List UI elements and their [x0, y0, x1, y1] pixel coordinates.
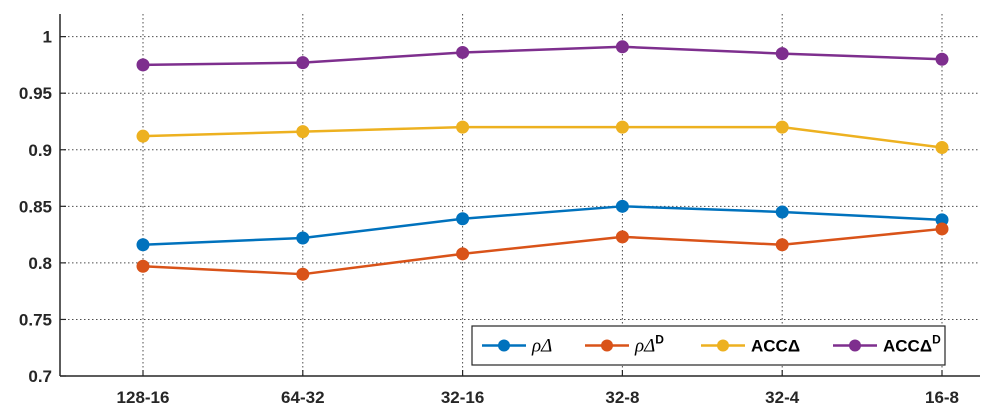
series-2 — [136, 222, 949, 281]
y-axis-ticks: 0.7 0.75 0.8 0.85 0.9 0.95 1 — [19, 28, 66, 386]
x-tick-label: 128-16 — [117, 388, 170, 407]
x-tick-label: 64-32 — [281, 388, 324, 407]
data-point — [775, 238, 789, 252]
grid-lines — [60, 14, 980, 376]
y-tick-label: 0.75 — [19, 310, 52, 329]
data-point — [296, 231, 310, 245]
data-point — [935, 140, 949, 154]
legend-label: ACCΔ — [751, 337, 800, 356]
series-4 — [136, 40, 949, 72]
legend-entry: ρΔD — [585, 333, 664, 357]
series-line — [142, 205, 943, 247]
data-point — [296, 56, 310, 70]
x-tick-label: 16-8 — [925, 388, 959, 407]
data-point — [456, 45, 470, 59]
legend: ρΔ ρΔD ACCΔ ACCΔD — [471, 325, 946, 366]
legend-marker — [601, 339, 613, 352]
data-point — [615, 199, 629, 213]
legend-entry: ρΔ — [482, 336, 552, 357]
legend-label: ρΔD — [634, 333, 664, 357]
y-tick-label: 1 — [43, 28, 52, 47]
legend-label: ACCΔD — [883, 333, 941, 356]
axes — [59, 14, 980, 377]
x-tick-label: 32-8 — [605, 388, 639, 407]
data-point — [935, 52, 949, 66]
data-point — [136, 129, 150, 143]
y-tick-label: 0.85 — [19, 197, 52, 216]
data-point — [456, 247, 470, 261]
y-tick-label: 0.95 — [19, 84, 52, 103]
data-point — [456, 212, 470, 226]
data-point — [615, 230, 629, 244]
x-tick-label: 32-16 — [441, 388, 484, 407]
x-axis-ticks: 128-16 64-32 32-16 32-8 32-4 16-8 — [117, 370, 959, 407]
data-point — [615, 40, 629, 54]
data-point — [296, 267, 310, 281]
series-1 — [136, 199, 949, 252]
data-point — [615, 120, 629, 134]
x-tick-label: 32-4 — [765, 388, 800, 407]
data-point — [935, 222, 949, 236]
data-point — [775, 205, 789, 219]
data-point — [136, 238, 150, 252]
data-point — [775, 47, 789, 61]
series-3 — [136, 120, 949, 154]
series-line — [142, 45, 943, 67]
legend-entry: ACCΔ — [701, 337, 800, 356]
data-point — [775, 120, 789, 134]
series-line — [142, 227, 943, 276]
data-point — [136, 58, 150, 72]
data-point — [456, 120, 470, 134]
data-point — [136, 259, 150, 273]
series-line — [142, 125, 943, 149]
legend-marker — [717, 339, 729, 352]
series-group — [136, 40, 949, 281]
y-tick-label: 0.7 — [28, 367, 52, 386]
legend-entry: ACCΔD — [833, 333, 941, 356]
legend-marker — [849, 339, 861, 352]
data-point — [296, 125, 310, 139]
legend-label: ρΔ — [531, 336, 552, 357]
y-tick-label: 0.9 — [28, 141, 52, 160]
y-tick-label: 0.8 — [28, 254, 52, 273]
legend-marker — [498, 339, 510, 352]
